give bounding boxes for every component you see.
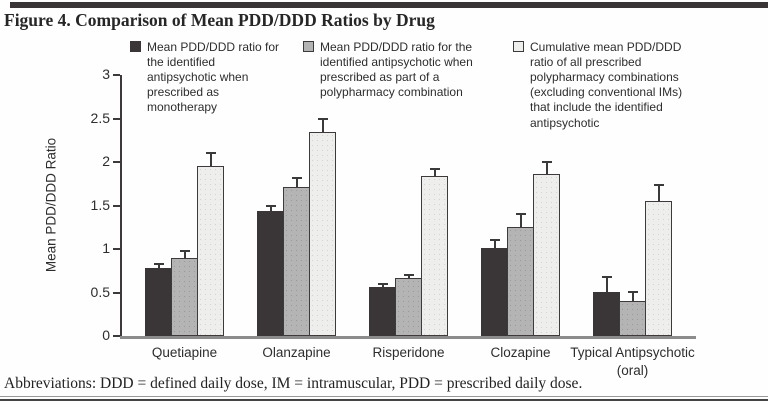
bar — [309, 132, 336, 336]
bar — [421, 176, 448, 336]
error-bar — [489, 239, 500, 248]
bottom-rule — [0, 396, 768, 401]
y-axis-title: Mean PDD/DDD Ratio — [43, 137, 59, 273]
bar — [283, 187, 310, 336]
error-bar — [291, 177, 302, 187]
x-axis-line — [120, 336, 696, 339]
error-bar-stem — [295, 177, 298, 187]
y-tick — [113, 204, 120, 207]
error-bar — [153, 263, 164, 268]
error-bar-stem — [381, 283, 384, 287]
error-bar — [179, 250, 190, 258]
error-bar-stem — [209, 152, 212, 166]
error-bar — [601, 276, 612, 292]
y-tick-label: 1.5 — [90, 196, 110, 213]
figure-title: Figure 4. Comparison of Mean PDD/DDD Rat… — [4, 10, 435, 30]
legend-swatch-cumulative-icon — [513, 41, 524, 52]
y-tick — [113, 291, 120, 294]
legend-label-cumulative: Cumulative mean PDD/DDD ratio of all pre… — [530, 40, 683, 130]
x-axis-category-label: Olanzapine — [262, 345, 331, 360]
y-tick — [113, 74, 120, 76]
error-bar — [627, 291, 638, 301]
bar — [481, 248, 508, 336]
legend-label-polypharmacy: Mean PDD/DDD ratio for the identified an… — [320, 40, 473, 100]
error-bar — [403, 274, 414, 278]
plot-area: 0 0.5 1 1.5 2 2.5 3 Quetiapine Olanzapine Risperi… — [91, 66, 696, 378]
y-tick-label: 3 — [102, 66, 110, 82]
error-bar — [265, 205, 276, 211]
error-bar-stem — [157, 263, 160, 268]
legend-item-polypharmacy: Mean PDD/DDD ratio for the identified an… — [303, 40, 473, 100]
bar — [645, 201, 672, 336]
legend-item-monotherapy: Mean PDD/DDD ratio for the identified an… — [130, 40, 282, 116]
error-bar-stem — [407, 274, 410, 278]
y-tick — [113, 248, 120, 250]
bar — [395, 278, 422, 336]
legend-item-cumulative: Cumulative mean PDD/DDD ratio of all pre… — [513, 40, 691, 131]
x-axis-category-label: Quetiapine — [151, 345, 218, 360]
y-tick — [113, 161, 120, 163]
error-bar-stem — [493, 239, 496, 248]
error-bar-stem — [269, 205, 272, 211]
error-bar-stem — [433, 168, 436, 176]
x-axis-category-label: Typical Antipsychotic (oral) — [570, 345, 695, 378]
bar — [507, 227, 534, 336]
error-bar-stem — [545, 161, 548, 174]
error-bar-stem — [183, 250, 186, 258]
legend-swatch-monotherapy-icon — [130, 41, 141, 52]
y-tick-label: 0.5 — [90, 283, 110, 300]
bar — [593, 292, 620, 336]
bar — [257, 211, 284, 336]
bar — [145, 268, 172, 336]
error-bar — [429, 168, 440, 176]
bar — [197, 166, 224, 336]
x-axis-category-label: Clozapine — [490, 345, 551, 360]
error-bar-stem — [657, 184, 660, 201]
y-tick-label: 2 — [102, 153, 110, 169]
y-tick-label: 2.5 — [90, 109, 110, 126]
bar — [619, 301, 646, 336]
error-bar — [653, 184, 664, 201]
error-bar — [317, 118, 328, 132]
error-bar — [377, 283, 388, 287]
error-bar — [515, 213, 526, 227]
error-bar — [205, 152, 216, 166]
error-bar-stem — [605, 276, 608, 292]
error-bar-stem — [631, 291, 634, 301]
error-bar — [541, 161, 552, 174]
legend-swatch-polypharmacy-icon — [303, 41, 314, 52]
x-axis-category-label: Risperidone — [372, 345, 445, 360]
error-bar-stem — [321, 118, 324, 132]
bar — [369, 287, 396, 336]
error-bar-stem — [519, 213, 522, 227]
bar — [171, 258, 198, 336]
y-tick — [113, 117, 120, 120]
y-tick — [113, 335, 120, 337]
bar — [533, 174, 560, 336]
legend-label-monotherapy: Mean PDD/DDD ratio for the identified an… — [147, 40, 280, 115]
y-tick-label: 0 — [102, 327, 110, 343]
top-rule — [10, 2, 768, 8]
abbreviations-note: Abbreviations: DDD = defined daily dose,… — [4, 375, 583, 392]
y-tick-label: 1 — [102, 240, 110, 256]
